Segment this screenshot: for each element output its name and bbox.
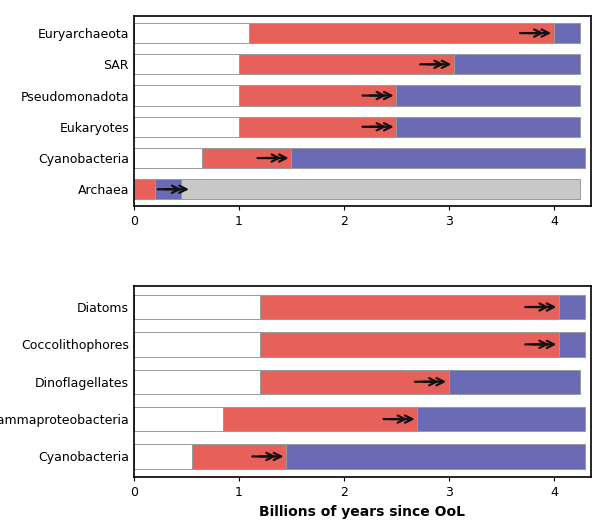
Bar — [134, 54, 239, 75]
Bar — [134, 179, 155, 199]
Bar — [286, 444, 585, 469]
Bar — [134, 369, 260, 394]
Bar — [134, 444, 192, 469]
Bar — [260, 295, 559, 319]
Bar — [202, 148, 292, 168]
Bar — [155, 179, 181, 199]
Bar — [292, 148, 585, 168]
Bar — [250, 23, 554, 43]
Bar — [260, 332, 559, 357]
Bar — [396, 85, 580, 105]
Bar — [260, 369, 449, 394]
Bar — [181, 179, 580, 199]
Bar — [134, 407, 224, 431]
Bar — [134, 23, 250, 43]
Bar — [554, 23, 580, 43]
Bar — [192, 444, 286, 469]
Bar — [418, 407, 585, 431]
Bar — [134, 148, 202, 168]
Bar — [449, 369, 580, 394]
Bar — [134, 332, 260, 357]
Bar — [396, 117, 580, 137]
X-axis label: Billions of years since OoL: Billions of years since OoL — [259, 505, 465, 518]
Bar — [239, 85, 396, 105]
Bar — [134, 85, 239, 105]
Bar — [239, 117, 396, 137]
Bar — [239, 54, 454, 75]
Bar — [134, 295, 260, 319]
Bar — [134, 117, 239, 137]
Bar — [559, 332, 585, 357]
Bar — [454, 54, 580, 75]
Bar — [559, 295, 585, 319]
Bar — [224, 407, 418, 431]
